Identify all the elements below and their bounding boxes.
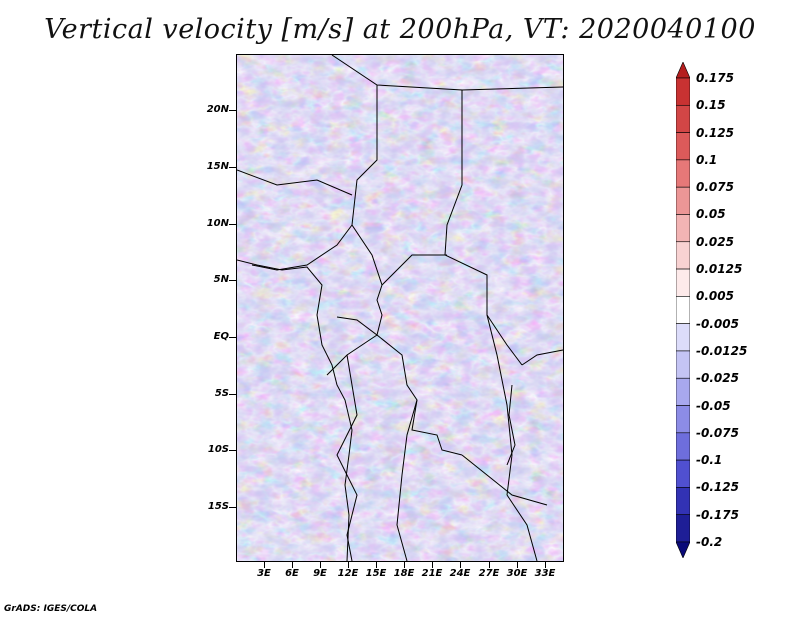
colorbar-label: 0.075 (696, 180, 734, 195)
y-tick-label: 10N (206, 218, 229, 229)
y-tick (229, 450, 236, 451)
colorbar-segment (676, 104, 690, 133)
x-tick (489, 562, 490, 568)
y-tick-label: 20N (206, 104, 229, 115)
x-tick (460, 562, 461, 568)
colorbar-segment (676, 487, 690, 516)
x-tick (348, 562, 349, 568)
colorbar-label: 0.1 (696, 152, 718, 167)
colorbar-segment (676, 62, 690, 79)
y-tick (229, 337, 236, 338)
colorbar-segment (676, 514, 690, 543)
x-tick-label: 12E (337, 568, 359, 579)
colorbar-label: -0.1 (696, 453, 723, 468)
x-tick-label: 33E (534, 568, 556, 579)
colorbar-segment (676, 214, 690, 243)
x-tick (432, 562, 433, 568)
y-tick-label: EQ (213, 331, 229, 342)
x-tick-label: 30E (506, 568, 528, 579)
chart-title: Vertical velocity [m/s] at 200hPa, VT: 2… (44, 14, 756, 45)
x-tick (517, 562, 518, 568)
y-tick-label: 15N (206, 161, 229, 172)
x-tick (320, 562, 321, 568)
x-tick-label: 18E (393, 568, 415, 579)
colorbar-segment (676, 377, 690, 406)
colorbar-segment (676, 268, 690, 297)
colorbar-label: -0.05 (696, 398, 731, 413)
colorbar-label: -0.2 (696, 535, 723, 549)
y-tick (229, 394, 236, 395)
colorbar-label: -0.175 (696, 507, 739, 522)
colorbar-label: -0.0125 (696, 343, 748, 358)
x-tick-label: 3E (257, 568, 271, 579)
colorbar-segment (676, 132, 690, 161)
colorbar-segment (676, 459, 690, 488)
x-tick (404, 562, 405, 568)
x-tick (545, 562, 546, 568)
x-tick-label: 27E (478, 568, 500, 579)
colorbar-segment (676, 186, 690, 215)
colorbar-segment (676, 541, 690, 558)
x-tick (264, 562, 265, 568)
colorbar-label: -0.025 (696, 371, 739, 386)
colorbar-label: -0.075 (696, 425, 739, 440)
colorbar-label: 0.025 (696, 234, 734, 249)
colorbar-label: -0.125 (696, 480, 739, 495)
colorbar-label: 0.005 (696, 289, 734, 304)
colorbar-segment (676, 350, 690, 379)
y-tick-label: 15S (207, 501, 229, 512)
y-tick (229, 110, 236, 111)
colorbar-segment (676, 77, 690, 106)
colorbar-segment (676, 159, 690, 188)
colorbar-segment (676, 323, 690, 352)
colorbar-segment (676, 432, 690, 461)
colorbar-label: -0.005 (696, 316, 739, 331)
y-tick (229, 507, 236, 508)
x-tick-label: 6E (285, 568, 299, 579)
x-tick (376, 562, 377, 568)
colorbar-label: 0.15 (696, 98, 726, 113)
vertical-velocity-field (237, 55, 563, 561)
colorbar-label: 0.125 (696, 125, 734, 140)
colorbar-label: 0.05 (696, 207, 726, 222)
map-plot-area (236, 54, 564, 562)
country-borders (237, 55, 563, 561)
x-tick-label: 24E (449, 568, 471, 579)
x-tick-label: 9E (313, 568, 327, 579)
coastline (237, 259, 516, 561)
x-tick-label: 15E (365, 568, 387, 579)
x-tick-label: 21E (421, 568, 443, 579)
y-tick (229, 224, 236, 225)
x-tick (292, 562, 293, 568)
colorbar-label: 0.0125 (696, 262, 743, 277)
grads-credit: GrADS: IGES/COLA (4, 604, 98, 614)
colorbar-label: 0.175 (696, 71, 734, 85)
y-tick (229, 280, 236, 281)
y-tick-label: 5S (214, 388, 229, 399)
y-tick-label: 10S (207, 444, 229, 455)
y-tick (229, 167, 236, 168)
colorbar-segment (676, 241, 690, 270)
colorbar-segment (676, 296, 690, 324)
colorbar-segment (676, 405, 690, 434)
y-tick-label: 5N (213, 274, 229, 285)
colorbar (676, 62, 690, 558)
